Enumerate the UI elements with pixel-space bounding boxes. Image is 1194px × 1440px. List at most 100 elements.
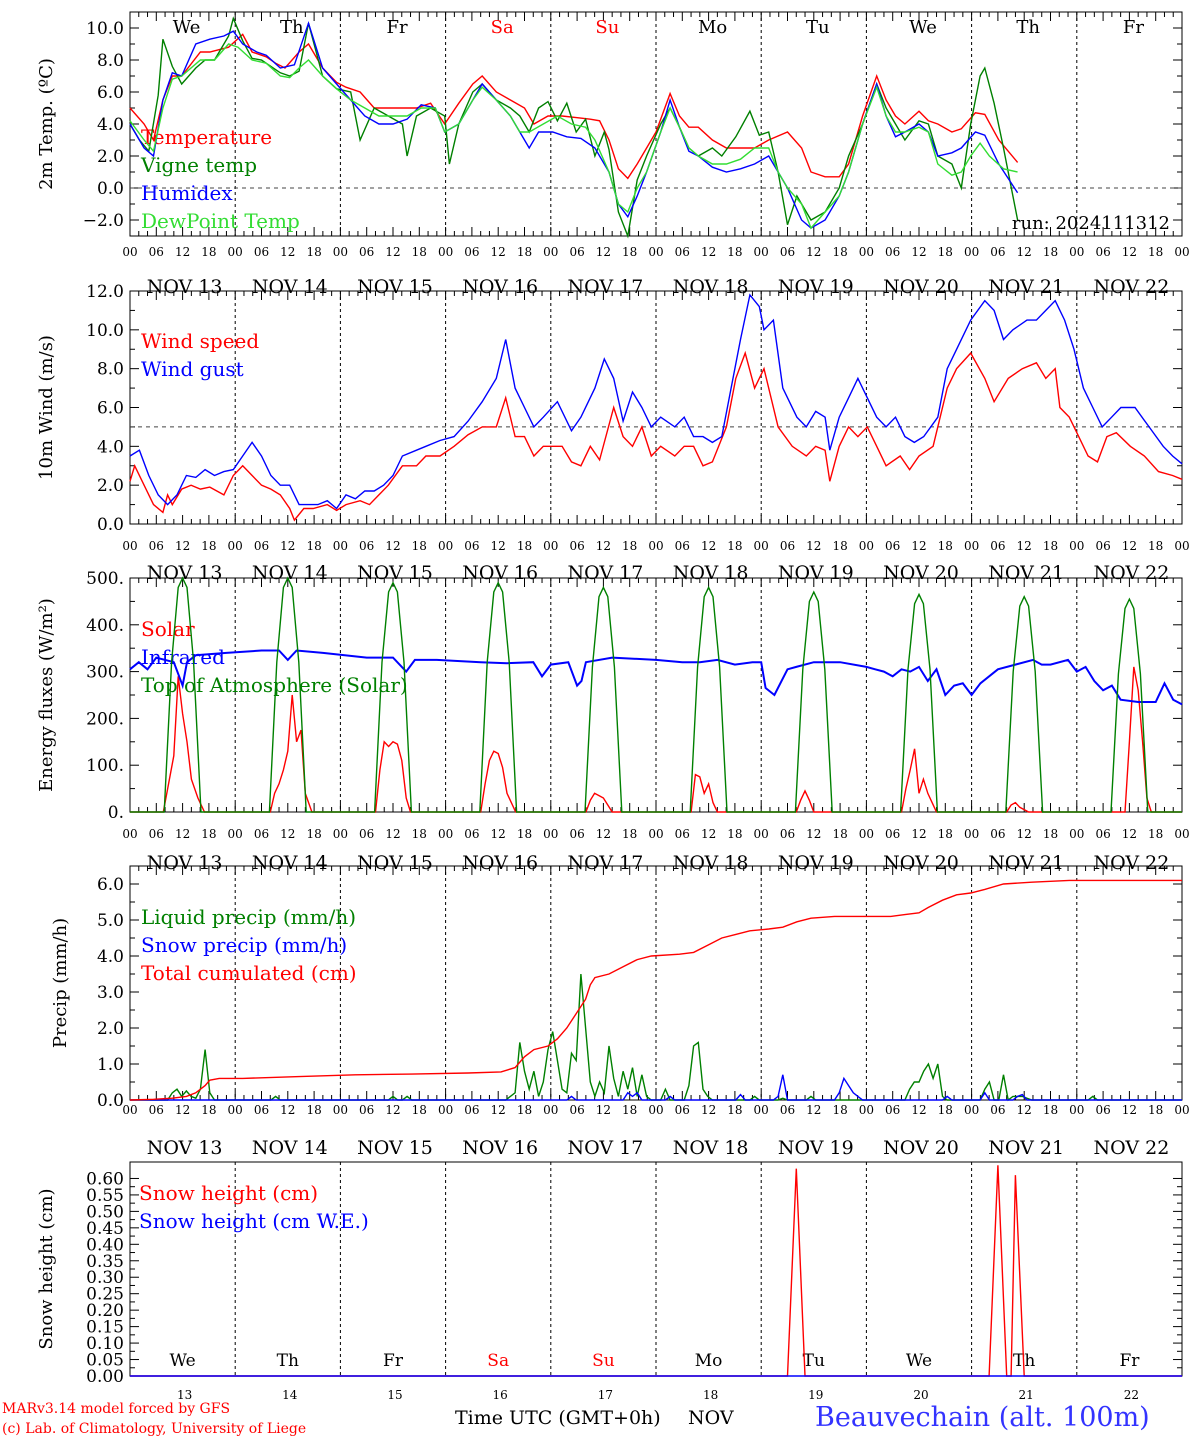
legend-total-cumulated-cm: Total cumulated (cm) <box>141 961 357 985</box>
hour-tick-label: 18 <box>201 245 216 259</box>
hour-tick-label: 18 <box>1043 827 1058 841</box>
hour-tick-label: 00 <box>1174 245 1189 259</box>
hour-tick-label: 12 <box>1122 1103 1137 1117</box>
date-label: NOV 17 <box>567 852 643 874</box>
hour-tick-label: 00 <box>754 1103 769 1117</box>
date-label: NOV 19 <box>778 276 854 298</box>
y-tick-label: 8.0 <box>97 360 124 380</box>
hour-tick-label: 18 <box>1148 539 1163 553</box>
hour-tick-label: 18 <box>938 245 953 259</box>
hour-tick-label: 00 <box>122 1103 137 1117</box>
date-label: NOV 22 <box>1093 1137 1169 1159</box>
hour-tick-label: 12 <box>491 539 506 553</box>
y-tick-label: 400. <box>86 616 124 636</box>
hour-tick-label: 06 <box>254 539 269 553</box>
day-name-label: Tu <box>806 17 830 38</box>
hour-tick-label: 06 <box>780 539 795 553</box>
day-name-label: Mo <box>695 1351 723 1371</box>
hour-tick-label: 06 <box>464 827 479 841</box>
hour-tick-label: 06 <box>569 245 584 259</box>
y-axis-title: Precip (mm/h) <box>50 918 71 1048</box>
day-number-label: 14 <box>282 1388 298 1402</box>
date-label: NOV 21 <box>988 852 1064 874</box>
day-name-label: We <box>170 1351 196 1371</box>
hour-tick-label: 06 <box>780 245 795 259</box>
day-number-label: 13 <box>177 1388 192 1402</box>
day-number-label: 18 <box>703 1388 718 1402</box>
y-tick-label: 2.0 <box>97 147 124 167</box>
y-tick-label: 0.10 <box>86 1334 124 1354</box>
station-title: Beauvechain (alt. 100m) <box>815 1402 1150 1433</box>
hour-tick-label: 18 <box>727 1103 742 1117</box>
day-number-label: 19 <box>808 1388 823 1402</box>
date-label: NOV 14 <box>252 852 328 874</box>
legend-wind-speed: Wind speed <box>141 329 259 353</box>
hour-tick-label: 06 <box>464 245 479 259</box>
hour-tick-label: 00 <box>648 827 663 841</box>
day-name-label: Fr <box>1119 1351 1140 1371</box>
day-name-label: Fr <box>383 1351 404 1371</box>
date-label: NOV 17 <box>567 276 643 298</box>
y-tick-label: 3.0 <box>97 983 124 1003</box>
hour-tick-label: 06 <box>675 827 690 841</box>
y-axis-title: 2m Temp. (ºC) <box>36 58 57 190</box>
hour-tick-label: 06 <box>1095 245 1110 259</box>
legend-temperature: Temperature <box>141 125 272 149</box>
day-name-label: Fr <box>386 17 407 38</box>
series-line-humidex <box>129 20 1019 229</box>
hour-tick-label: 00 <box>859 827 874 841</box>
y-tick-label: 2.0 <box>97 476 124 496</box>
hour-tick-label: 18 <box>517 1103 532 1117</box>
hour-tick-label: 06 <box>675 245 690 259</box>
hour-tick-label: 00 <box>859 245 874 259</box>
hour-tick-label: 06 <box>254 1103 269 1117</box>
y-tick-label: 6.0 <box>97 399 124 419</box>
y-tick-label: 0.30 <box>86 1268 124 1288</box>
legend-top-of-atmosphere-solar: Top of Atmosphere (Solar) <box>141 673 408 697</box>
y-tick-label: 6.0 <box>97 875 124 895</box>
hour-tick-label: 00 <box>648 1103 663 1117</box>
hour-tick-label: 18 <box>201 827 216 841</box>
y-tick-label: 4.0 <box>97 115 124 135</box>
day-name-label: We <box>909 17 937 38</box>
legend-solar: Solar <box>141 617 195 641</box>
hour-tick-label: 18 <box>938 1103 953 1117</box>
hour-tick-label: 18 <box>1043 245 1058 259</box>
date-label: NOV 22 <box>1093 276 1169 298</box>
hour-tick-label: 18 <box>517 245 532 259</box>
day-number-label: 21 <box>1019 1388 1034 1402</box>
hour-tick-label: 18 <box>727 539 742 553</box>
date-label: NOV 13 <box>147 852 223 874</box>
hour-tick-label: 00 <box>228 539 243 553</box>
hour-tick-label: 18 <box>832 827 847 841</box>
y-tick-label: 0.40 <box>86 1235 124 1255</box>
y-axis-title: Snow height (cm) <box>36 1188 57 1349</box>
hour-tick-label: 18 <box>727 827 742 841</box>
hour-tick-label: 12 <box>911 827 926 841</box>
hour-tick-label: 18 <box>622 539 637 553</box>
hour-tick-label: 00 <box>859 1103 874 1117</box>
hour-tick-label: 00 <box>122 827 137 841</box>
date-label: NOV 15 <box>357 276 433 298</box>
date-label: NOV 15 <box>357 562 433 584</box>
hour-tick-label: 06 <box>990 539 1005 553</box>
day-number-label: 16 <box>493 1388 508 1402</box>
hour-tick-label: 00 <box>754 827 769 841</box>
hour-tick-label: 18 <box>201 1103 216 1117</box>
hour-tick-label: 00 <box>964 827 979 841</box>
date-label: NOV 21 <box>988 276 1064 298</box>
hour-tick-label: 06 <box>675 539 690 553</box>
day-name-label: Th <box>280 17 304 38</box>
hour-tick-label: 12 <box>1017 245 1032 259</box>
date-label: NOV 16 <box>462 562 538 584</box>
y-tick-label: 0.50 <box>86 1202 124 1222</box>
hour-tick-label: 06 <box>569 827 584 841</box>
day-name-label: We <box>173 17 201 38</box>
hour-tick-label: 12 <box>385 245 400 259</box>
hour-tick-label: 18 <box>517 539 532 553</box>
date-label: NOV 13 <box>147 1137 223 1159</box>
hour-tick-label: 18 <box>1148 827 1163 841</box>
precip-panel: 00 06 12 18 00 06 12 18 00 06 12 18 00 06 12 18 00 06 12 18… <box>50 865 1190 1159</box>
hour-tick-label: 12 <box>1017 827 1032 841</box>
